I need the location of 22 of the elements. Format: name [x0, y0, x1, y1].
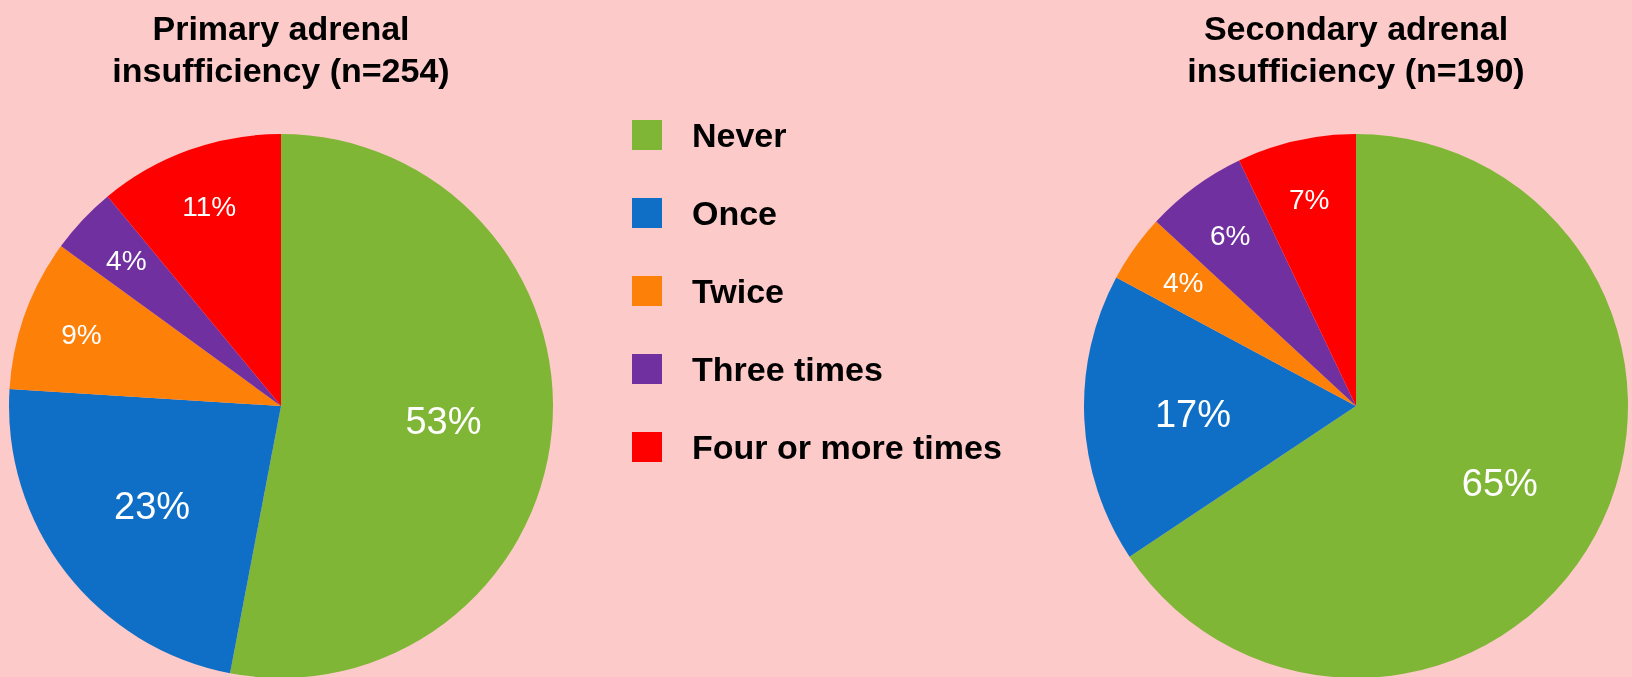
data-label: 23%: [114, 485, 191, 528]
chart-title: Secondary adrenal insufficiency (n=190): [1187, 9, 1525, 89]
chart-title: Primary adrenal insufficiency (n=254): [112, 9, 450, 89]
pie-slice: [107, 134, 281, 406]
legend-label: Once: [692, 194, 778, 232]
legend-label: Never: [692, 116, 787, 154]
pie-slice: [9, 246, 281, 406]
pie-slice: [1129, 134, 1628, 677]
pie-slice: [60, 196, 281, 406]
data-label: 6%: [1209, 219, 1251, 251]
legend-label: Twice: [692, 272, 784, 310]
data-label: 7%: [1289, 183, 1330, 215]
data-label: 53%: [405, 400, 482, 443]
data-label: 11%: [182, 190, 237, 222]
pie-slice: [9, 388, 281, 674]
data-label: 9%: [61, 318, 102, 350]
data-label: 65%: [1461, 462, 1538, 505]
data-label: 17%: [1154, 392, 1232, 435]
data-label: 4%: [1162, 267, 1204, 299]
legend-label: Three times: [692, 350, 883, 388]
data-label: 4%: [106, 245, 147, 277]
legend-label: Four or more times: [692, 428, 1002, 466]
